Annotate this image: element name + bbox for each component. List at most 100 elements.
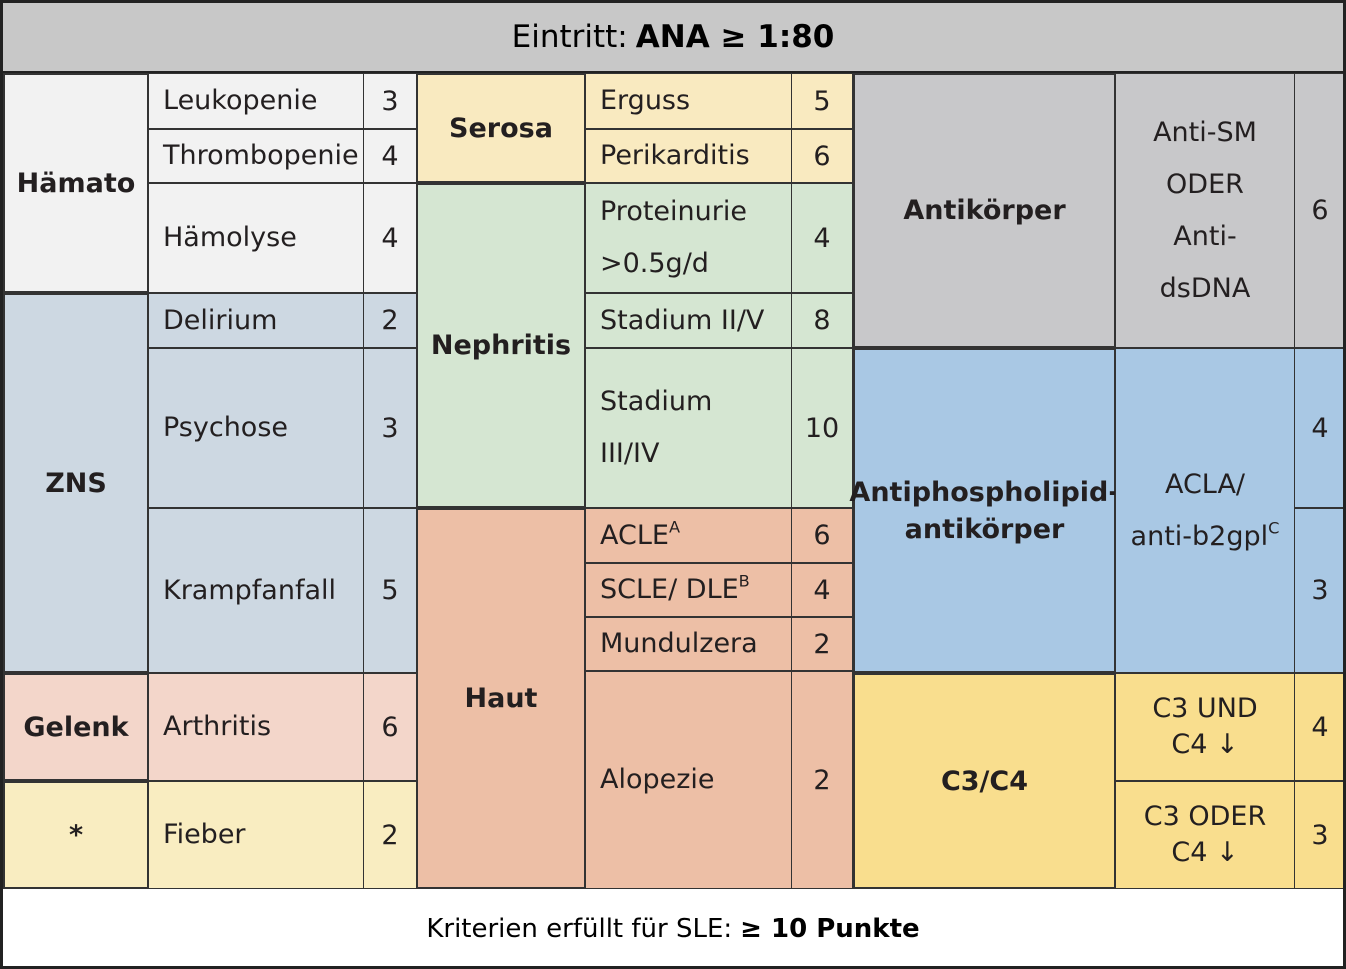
group-label: antikörper xyxy=(904,513,1065,545)
item-label: Leukopenie xyxy=(163,85,318,116)
group-cell: Haut xyxy=(416,508,586,889)
item-cell: Erguss xyxy=(585,73,792,129)
points-cell: 3 xyxy=(363,73,417,129)
item-label-lines: Leukopenie xyxy=(163,75,317,127)
group-label-lines: Antikörper xyxy=(903,192,1065,229)
footer-label: Kriterien erfüllt für SLE: xyxy=(426,914,733,944)
item-label-lines: Proteinurie >0.5g/d xyxy=(600,186,747,290)
group-label: Antiphospholipid- xyxy=(849,476,1120,508)
item-cell: ACLEA xyxy=(585,508,792,563)
points-cell: 6 xyxy=(791,508,853,563)
item-label-lines: Hämolyse xyxy=(163,212,297,264)
points-cell: 4 xyxy=(363,183,417,293)
item-label-lines: Mundulzera xyxy=(600,618,758,670)
item-label-lines: Fieber xyxy=(163,809,246,861)
group-label: * xyxy=(68,819,84,851)
item-cell: Thrombopenie xyxy=(148,129,364,183)
item-label: Hämolyse xyxy=(163,222,297,253)
footnote-mark: B xyxy=(738,571,750,591)
points: 4 xyxy=(1311,711,1329,743)
item-label-lines: C3 UND C4 ↓ xyxy=(1152,691,1257,763)
points: 10 xyxy=(804,412,840,444)
points-cell: 8 xyxy=(791,293,853,348)
points: 5 xyxy=(381,575,399,606)
points-cell: 10 xyxy=(791,348,853,508)
points: 4 xyxy=(381,140,399,172)
group-label-lines: Gelenk xyxy=(23,709,128,746)
points-cell: 3 xyxy=(1294,781,1343,889)
points: 2 xyxy=(381,819,399,851)
points-cell: 6 xyxy=(791,129,853,183)
item-label: >0.5g/d xyxy=(600,248,709,279)
item-label: Arthritis xyxy=(163,711,272,742)
points: 4 xyxy=(813,222,831,254)
footer: Kriterien erfüllt für SLE: ≥ 10 Punkte xyxy=(3,887,1343,966)
header-label: Eintritt: xyxy=(511,19,628,55)
points-cell: 4 xyxy=(363,129,417,183)
points-cell: 6 xyxy=(1294,73,1343,348)
group-cell: Antikörper xyxy=(853,73,1116,348)
points: 4 xyxy=(381,222,399,254)
item-cell: Delirium xyxy=(148,293,364,348)
group-cell: C3/C4 xyxy=(853,673,1116,889)
group-cell: Hämato xyxy=(3,73,149,293)
item-label: ODER xyxy=(1166,168,1244,200)
item-cell: Stadium III/IV xyxy=(585,348,792,508)
points: 2 xyxy=(813,628,831,660)
item-cell: ACLA/anti-b2gplC xyxy=(1115,348,1295,673)
points-cell: 3 xyxy=(363,348,417,508)
item-label-lines: Psychose xyxy=(163,402,288,454)
item-label-lines: Perikarditis xyxy=(600,130,750,182)
points-cell: 4 xyxy=(791,183,853,293)
item-label: ACLEA xyxy=(600,517,681,551)
item-label: C3 ODER xyxy=(1143,801,1267,832)
points-cell: 2 xyxy=(363,781,417,889)
item-label-lines: Arthritis xyxy=(163,701,271,753)
item-cell: Alopezie xyxy=(585,671,792,889)
item-label: dsDNA xyxy=(1159,272,1251,304)
item-label-lines: Anti-SM ODER Anti-dsDNA xyxy=(1153,107,1257,315)
points-cell: 4 xyxy=(1294,673,1343,781)
points-cell: 2 xyxy=(791,671,853,889)
points-cell: 4 xyxy=(1294,348,1343,508)
footnote-mark: A xyxy=(668,517,681,537)
item-label: Delirium xyxy=(163,304,278,336)
points-cell: 5 xyxy=(363,508,417,673)
item-label: Fieber xyxy=(163,819,246,850)
item-label-lines: Alopezie xyxy=(600,754,715,806)
item-label: Proteinurie xyxy=(600,196,747,227)
points: 6 xyxy=(813,520,831,551)
group-label: Nephritis xyxy=(430,330,572,361)
item-label: Anti- xyxy=(1173,220,1237,252)
item-label-lines: Delirium xyxy=(163,295,277,347)
points: 6 xyxy=(381,711,399,743)
points: 2 xyxy=(813,764,831,796)
item-label: Anti-SM xyxy=(1153,116,1257,148)
item-label: Thrombopenie xyxy=(163,140,359,171)
group-label: C3/C4 xyxy=(940,765,1029,797)
item-cell: SCLE/ DLEB xyxy=(585,563,792,617)
footnote-mark: C xyxy=(1268,518,1280,538)
item-cell: Mundulzera xyxy=(585,617,792,671)
group-label-lines: Antiphospholipid-antikörper xyxy=(849,474,1119,548)
item-label-lines: Stadium III/IV xyxy=(600,376,712,480)
group-label-lines: Hämato xyxy=(17,165,136,202)
item-cell: Fieber xyxy=(148,781,364,889)
group-label-lines: Serosa xyxy=(449,110,553,147)
group-label-lines: Nephritis xyxy=(431,327,571,364)
points: 3 xyxy=(381,85,399,117)
points: 3 xyxy=(1311,819,1329,851)
group-label: Gelenk xyxy=(23,711,129,743)
item-cell: Krampfanfall xyxy=(148,508,364,673)
points: 4 xyxy=(1311,412,1329,444)
item-label-lines: Stadium II/V xyxy=(600,295,764,347)
points: 3 xyxy=(381,412,399,444)
item-cell: Perikarditis xyxy=(585,129,792,183)
item-label: Stadium II/V xyxy=(600,304,765,336)
group-label: Antikörper xyxy=(903,195,1066,226)
item-label-lines: C3 ODER C4 ↓ xyxy=(1144,799,1266,871)
points: 6 xyxy=(1311,195,1329,226)
group-label-lines: Haut xyxy=(465,680,538,717)
header-criterion: ANA ≥ 1:80 xyxy=(635,19,835,55)
